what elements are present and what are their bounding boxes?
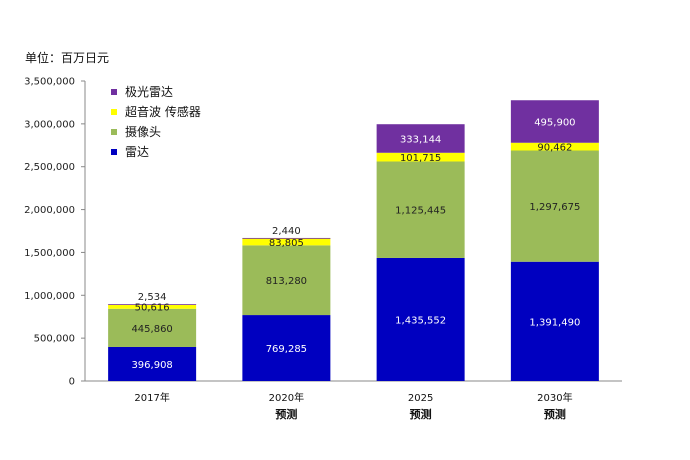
data-label: 2,440 (272, 226, 301, 237)
y-tick-label: 500,000 (34, 334, 75, 345)
y-tick-label: 0 (69, 377, 75, 388)
x-tick-label: 2025 (408, 393, 433, 404)
legend-swatch (111, 109, 117, 115)
legend-label: 超音波 传感器 (125, 104, 201, 119)
x-tick-label: 2017年 (134, 391, 169, 404)
legend-item: 极光雷达 (111, 85, 173, 99)
bar-segment (108, 308, 197, 347)
x-tick-sublabel: 预测 (275, 407, 297, 421)
data-label: 101,715 (400, 153, 441, 164)
data-label: 1,125,445 (395, 206, 446, 217)
data-label: 333,144 (400, 134, 441, 145)
data-label: 90,462 (537, 143, 572, 154)
bar-segment (376, 124, 465, 153)
data-label: 1,435,552 (395, 315, 446, 326)
legend-item: 雷达 (111, 145, 149, 159)
y-tick-label: 3,000,000 (24, 119, 75, 130)
bar-segment (108, 346, 197, 381)
data-label: 1,391,490 (529, 317, 580, 328)
data-label: 396,908 (131, 360, 172, 371)
data-label: 2,534 (138, 292, 167, 303)
bar-segment (242, 245, 331, 316)
unit-label: 单位：百万日元 (25, 50, 109, 65)
bar-segment (242, 315, 331, 381)
data-label: 495,900 (534, 117, 575, 128)
legend-label: 雷达 (125, 145, 149, 159)
bar-segment (510, 150, 599, 262)
y-tick-label: 1,500,000 (24, 248, 75, 259)
bar-segment (108, 304, 197, 309)
bar-segment (376, 161, 465, 258)
legend-swatch (111, 149, 117, 155)
legend-item: 超音波 传感器 (111, 104, 201, 119)
bar-segment (510, 142, 599, 151)
x-tick-sublabel: 预测 (410, 407, 432, 421)
data-label: 50,616 (135, 303, 170, 314)
data-label: 445,860 (131, 324, 172, 335)
x-tick-sublabel: 预测 (544, 407, 566, 421)
legend-item: 摄像头 (111, 124, 161, 139)
legend-label: 摄像头 (125, 124, 161, 139)
y-tick-label: 2,000,000 (24, 205, 75, 216)
y-tick-label: 1,000,000 (24, 291, 75, 302)
y-tick-label: 3,500,000 (24, 77, 75, 88)
x-tick-label: 2030年 (537, 391, 572, 404)
bar-segment (376, 152, 465, 162)
bar-segment (242, 237, 331, 239)
legend-swatch (111, 129, 117, 135)
legend-swatch (111, 89, 117, 95)
axes: 0 500,000 1,000,000 1,500,000 2,000,000 2,500… (24, 77, 622, 421)
bar-segment (108, 304, 197, 306)
bar-stack: 1,435,552 1,125,445 101,715 333,144 (376, 124, 465, 381)
data-label: 83,805 (269, 238, 304, 249)
bar-segment (242, 238, 331, 246)
bar-segment (510, 100, 599, 143)
x-tick-label: 2020年 (269, 391, 304, 404)
data-label: 813,280 (266, 276, 307, 287)
data-label: 1,297,675 (529, 202, 580, 213)
legend-label: 极光雷达 (125, 85, 173, 99)
bar-stack: 1,391,490 1,297,675 90,462 495,900 (510, 100, 599, 381)
bar-segment (510, 261, 599, 381)
data-label: 769,285 (266, 344, 307, 355)
bar-segment (376, 257, 465, 381)
y-tick-label: 2,500,000 (24, 162, 75, 173)
